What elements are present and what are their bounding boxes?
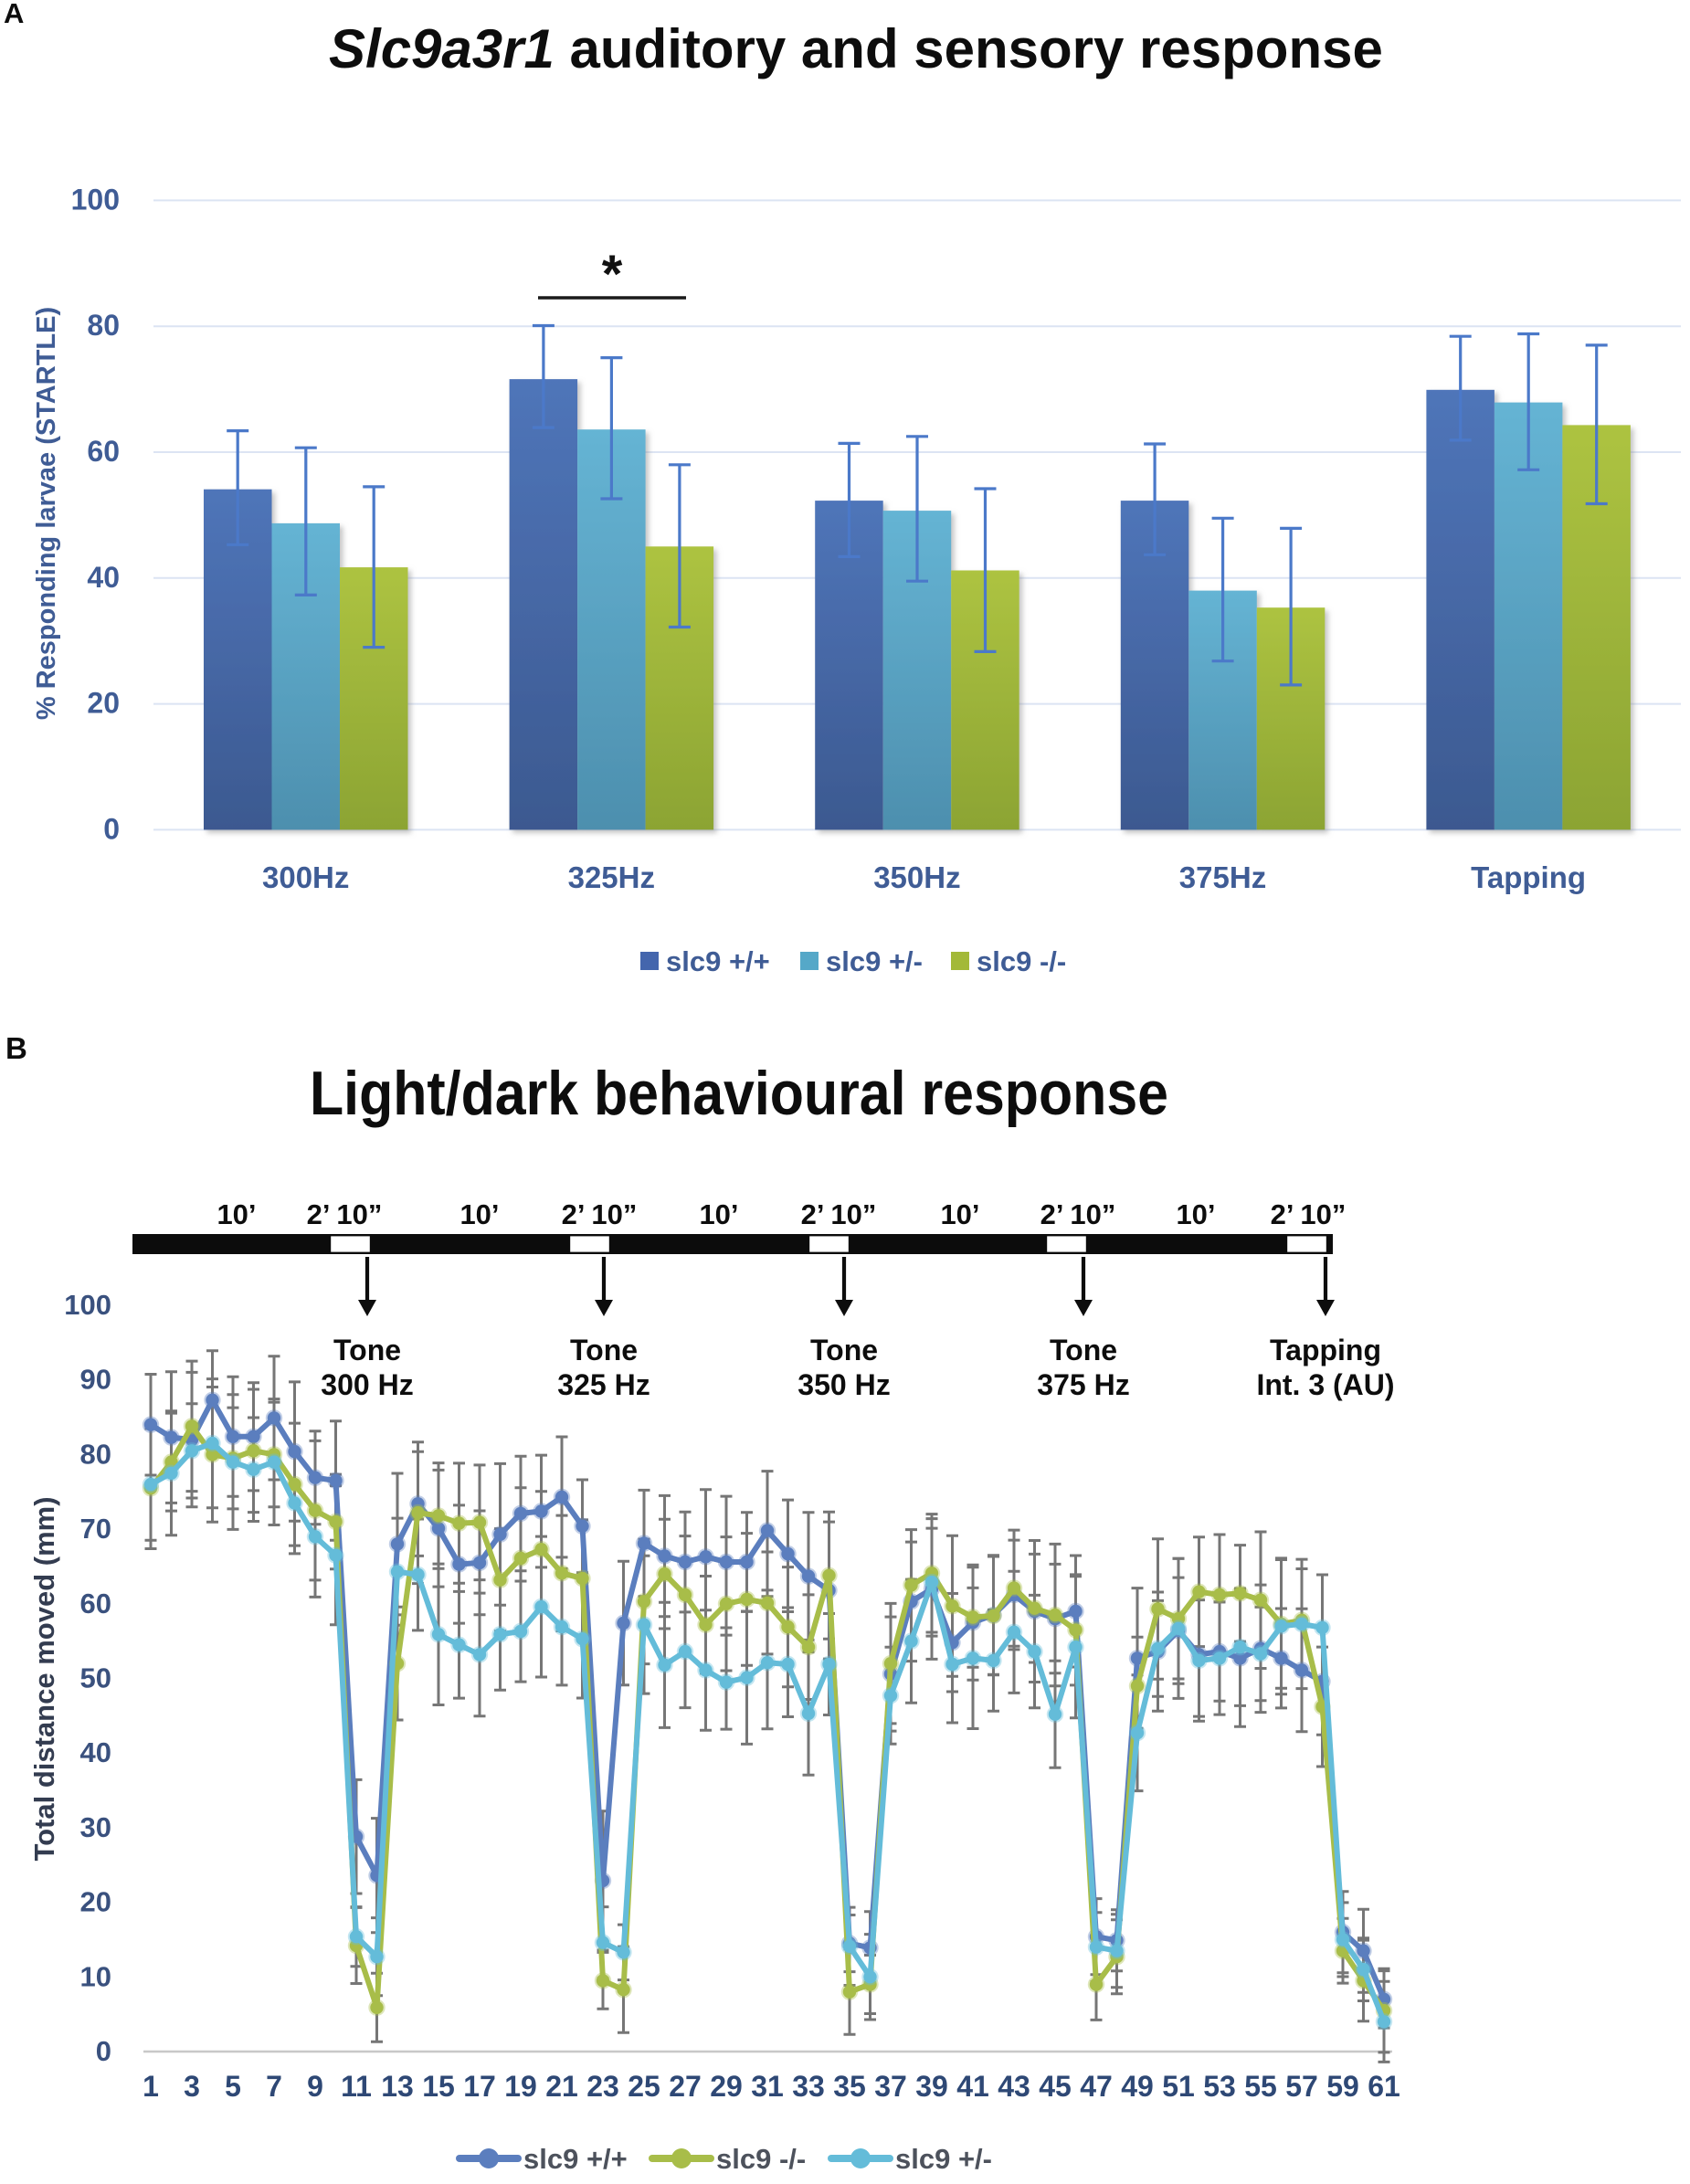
svg-text:100: 100 <box>71 183 120 216</box>
svg-text:17: 17 <box>463 2070 496 2103</box>
svg-text:61: 61 <box>1368 2070 1400 2103</box>
svg-text:43: 43 <box>998 2070 1030 2103</box>
svg-text:slc9 +/-: slc9 +/- <box>895 2143 992 2175</box>
svg-text:Slc9a3r1 auditory and sensory: Slc9a3r1 auditory and sensory response <box>329 18 1383 79</box>
svg-text:37: 37 <box>874 2070 907 2103</box>
svg-text:325Hz: 325Hz <box>568 860 655 894</box>
svg-text:39: 39 <box>915 2070 948 2103</box>
svg-text:33: 33 <box>792 2070 825 2103</box>
svg-text:21: 21 <box>545 2070 578 2103</box>
svg-text:45: 45 <box>1039 2070 1072 2103</box>
svg-text:Tone: Tone <box>810 1334 878 1366</box>
svg-text:20: 20 <box>80 1886 111 1918</box>
svg-text:375 Hz: 375 Hz <box>1037 1368 1129 1401</box>
svg-text:Tapping: Tapping <box>1471 860 1586 894</box>
svg-text:9: 9 <box>307 2070 323 2103</box>
svg-text:slc9 +/+: slc9 +/+ <box>666 945 770 977</box>
svg-text:2’ 10”: 2’ 10” <box>801 1198 877 1230</box>
svg-text:29: 29 <box>710 2070 743 2103</box>
svg-text:10’: 10’ <box>217 1198 256 1230</box>
svg-text:2’ 10”: 2’ 10” <box>307 1198 383 1230</box>
svg-text:10’: 10’ <box>940 1198 979 1230</box>
svg-text:10’: 10’ <box>1176 1198 1215 1230</box>
svg-text:2’ 10”: 2’ 10” <box>1040 1198 1116 1230</box>
svg-text:10: 10 <box>80 1960 111 1992</box>
svg-text:49: 49 <box>1121 2070 1154 2103</box>
svg-text:15: 15 <box>422 2070 455 2103</box>
svg-text:10’: 10’ <box>699 1198 738 1230</box>
svg-text:A: A <box>4 0 24 29</box>
svg-text:40: 40 <box>87 561 120 594</box>
svg-text:30: 30 <box>80 1811 111 1843</box>
svg-text:23: 23 <box>586 2070 619 2103</box>
svg-text:Total distance moved (mm): Total distance moved (mm) <box>28 1496 60 1861</box>
svg-text:40: 40 <box>80 1736 111 1768</box>
svg-text:Tapping: Tapping <box>1270 1334 1381 1366</box>
svg-text:5: 5 <box>225 2070 241 2103</box>
svg-text:51: 51 <box>1162 2070 1195 2103</box>
svg-text:60: 60 <box>80 1588 111 1620</box>
svg-text:350 Hz: 350 Hz <box>797 1368 890 1401</box>
svg-text:59: 59 <box>1326 2070 1359 2103</box>
svg-text:31: 31 <box>751 2070 784 2103</box>
svg-text:60: 60 <box>87 435 120 468</box>
svg-text:27: 27 <box>669 2070 702 2103</box>
svg-text:3: 3 <box>184 2070 200 2103</box>
svg-text:50: 50 <box>80 1662 111 1694</box>
svg-text:0: 0 <box>96 2035 111 2067</box>
svg-text:325 Hz: 325 Hz <box>557 1368 650 1401</box>
svg-text:13: 13 <box>381 2070 414 2103</box>
svg-text:Tone: Tone <box>1050 1334 1117 1366</box>
svg-text:19: 19 <box>504 2070 537 2103</box>
svg-text:slc9 -/-: slc9 -/- <box>977 945 1066 977</box>
svg-text:7: 7 <box>266 2070 282 2103</box>
svg-text:25: 25 <box>628 2070 660 2103</box>
svg-text:100: 100 <box>64 1289 111 1321</box>
svg-text:Int. 3 (AU): Int. 3 (AU) <box>1256 1368 1394 1401</box>
svg-text:41: 41 <box>956 2070 989 2103</box>
svg-text:Tone: Tone <box>333 1334 401 1366</box>
svg-text:70: 70 <box>80 1513 111 1545</box>
svg-text:slc9 +/+: slc9 +/+ <box>523 2143 628 2175</box>
svg-text:0: 0 <box>103 812 120 845</box>
svg-text:47: 47 <box>1080 2070 1113 2103</box>
svg-text:300 Hz: 300 Hz <box>321 1368 413 1401</box>
svg-text:Tone: Tone <box>570 1334 638 1366</box>
svg-text:300Hz: 300Hz <box>262 860 349 894</box>
svg-text:55: 55 <box>1244 2070 1277 2103</box>
svg-text:57: 57 <box>1285 2070 1318 2103</box>
svg-text:53: 53 <box>1203 2070 1236 2103</box>
svg-text:Light/dark behavioural respons: Light/dark behavioural response <box>310 1059 1168 1128</box>
svg-text:80: 80 <box>80 1438 111 1470</box>
svg-text:80: 80 <box>87 309 120 342</box>
svg-text:375Hz: 375Hz <box>1179 860 1266 894</box>
svg-text:10’: 10’ <box>459 1198 499 1230</box>
svg-text:350Hz: 350Hz <box>873 860 960 894</box>
svg-text:2’ 10”: 2’ 10” <box>1271 1198 1347 1230</box>
svg-text:1: 1 <box>143 2070 159 2103</box>
svg-text:*: * <box>602 245 623 304</box>
svg-text:B: B <box>5 1031 27 1065</box>
svg-text:slc9 +/-: slc9 +/- <box>826 945 923 977</box>
svg-text:35: 35 <box>833 2070 866 2103</box>
svg-text:slc9 -/-: slc9 -/- <box>716 2143 806 2175</box>
svg-text:11: 11 <box>341 2070 372 2103</box>
svg-text:90: 90 <box>80 1364 111 1396</box>
svg-text:20: 20 <box>87 687 120 720</box>
svg-text:2’ 10”: 2’ 10” <box>562 1198 638 1230</box>
svg-text:% Responding larvae (STARTLE): % Responding larvae (STARTLE) <box>32 307 61 720</box>
